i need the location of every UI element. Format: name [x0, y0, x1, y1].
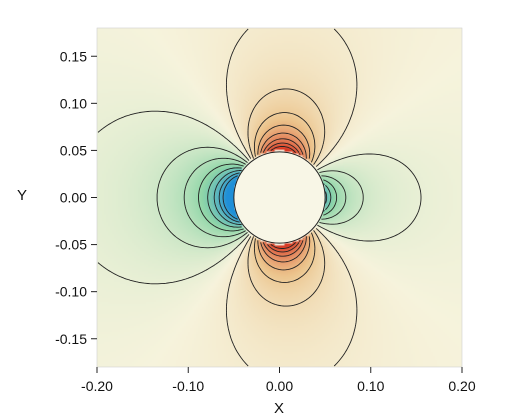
contour-line	[257, 124, 311, 271]
y-tick-label: 0.05	[60, 142, 87, 158]
contour-line	[270, 146, 297, 249]
contour-line	[253, 112, 316, 283]
contour-line	[156, 146, 364, 249]
x-axis: -0.20 -0.10 0.00 0.10 0.20	[81, 367, 476, 394]
contour-line	[97, 110, 422, 285]
contour-lines	[97, 28, 422, 367]
y-axis: 0.15 0.10 0.05 0.00 -0.05 -0.10 -0.15	[55, 48, 97, 347]
y-tick-label: 0.15	[60, 48, 87, 64]
x-tick-label: 0.20	[448, 378, 475, 394]
x-axis-label: X	[274, 400, 284, 416]
y-axis-label: Y	[17, 187, 27, 204]
x-tick-label: -0.10	[172, 378, 204, 394]
contour-line	[213, 170, 328, 225]
contour-line	[222, 175, 238, 220]
plot-area	[97, 28, 462, 367]
contour-line	[183, 157, 347, 238]
y-tick-label: 0.00	[60, 190, 87, 206]
contour-line	[198, 163, 338, 232]
contour-line	[262, 138, 304, 257]
cylinder-obstacle	[233, 151, 326, 244]
y-tick-label: 0.10	[60, 95, 87, 111]
y-tick-label: -0.15	[55, 331, 87, 347]
contour-line	[266, 142, 301, 253]
y-tick-label: -0.10	[55, 284, 87, 300]
contour-line	[218, 172, 240, 223]
contour-line	[225, 28, 358, 367]
x-tick-label: 0.10	[357, 378, 384, 394]
contour-line	[207, 167, 332, 228]
x-tick-label: -0.20	[81, 378, 113, 394]
contour-line	[247, 88, 326, 307]
y-tick-label: -0.05	[55, 237, 87, 253]
contour-line	[260, 132, 307, 263]
x-tick-label: 0.00	[266, 378, 293, 394]
